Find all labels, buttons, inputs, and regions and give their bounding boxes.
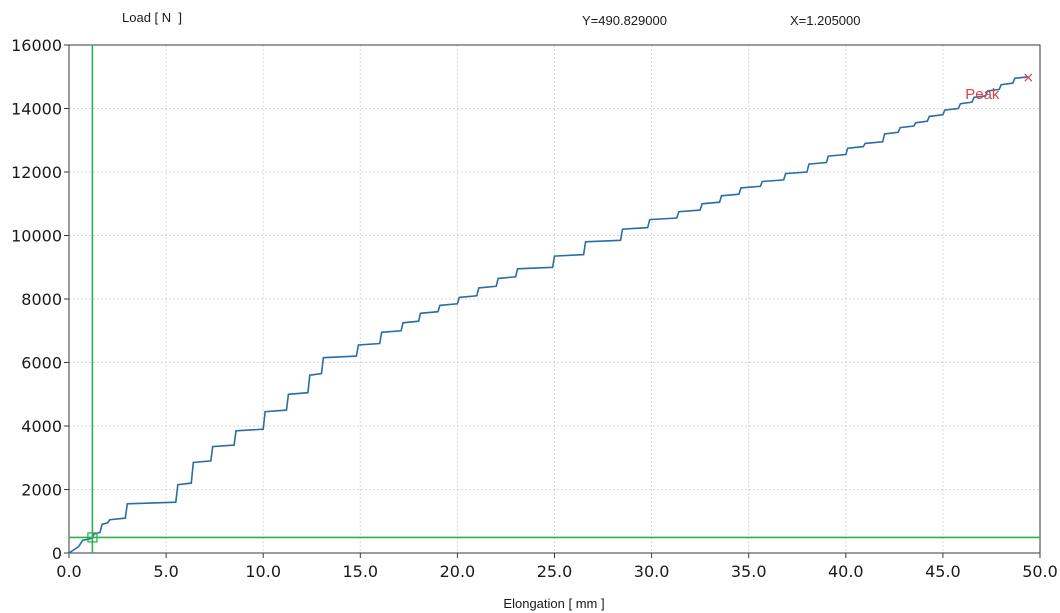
peak-label: Peak	[965, 86, 1000, 103]
y-tick-label: 16000	[11, 36, 62, 55]
x-tick-label: 50.0	[1022, 562, 1058, 581]
y-tick-label: 2000	[21, 481, 62, 500]
x-tick-label: 15.0	[342, 562, 378, 581]
x-tick-label: 40.0	[828, 562, 864, 581]
cursor[interactable]	[69, 45, 1040, 553]
x-axis-label: Elongation [ mm ]	[503, 596, 604, 611]
y-tick-label: 10000	[11, 227, 62, 246]
peak-marker-icon: ×	[1022, 70, 1034, 86]
x-tick-label: 5.0	[153, 562, 178, 581]
y-tick-label: 0	[52, 544, 62, 563]
y-tick-label: 6000	[21, 354, 62, 373]
x-tick-label: 45.0	[925, 562, 961, 581]
cursor-marker[interactable]	[87, 532, 98, 543]
peak-marker-group: × Peak	[965, 70, 1034, 103]
x-tick-label: 35.0	[731, 562, 767, 581]
x-tick-label: 20.0	[440, 562, 476, 581]
grid	[68, 44, 1041, 554]
x-axis: 0.0 5.0 10.0 15.0 20.0 25.0 30.0 35.0 40.0 45.0 50…	[56, 553, 1058, 581]
y-tick-label: 4000	[21, 417, 62, 436]
x-tick-label: 25.0	[537, 562, 573, 581]
y-axis: 0 2000 4000 6000 8000 10000 12000 14000 16000	[11, 36, 69, 563]
x-tick-label: 10.0	[245, 562, 281, 581]
y-readout: Y=490.829000	[582, 13, 667, 28]
series-line-load	[68, 76, 1029, 554]
x-tick-label: 30.0	[634, 562, 670, 581]
y-tick-label: 14000	[11, 100, 62, 119]
y-tick-label: 12000	[11, 163, 62, 182]
x-tick-label: 0.0	[56, 562, 81, 581]
x-readout: X=1.205000	[790, 13, 860, 28]
y-axis-label: Load [ N ]	[122, 10, 182, 25]
y-tick-label: 8000	[21, 290, 62, 309]
